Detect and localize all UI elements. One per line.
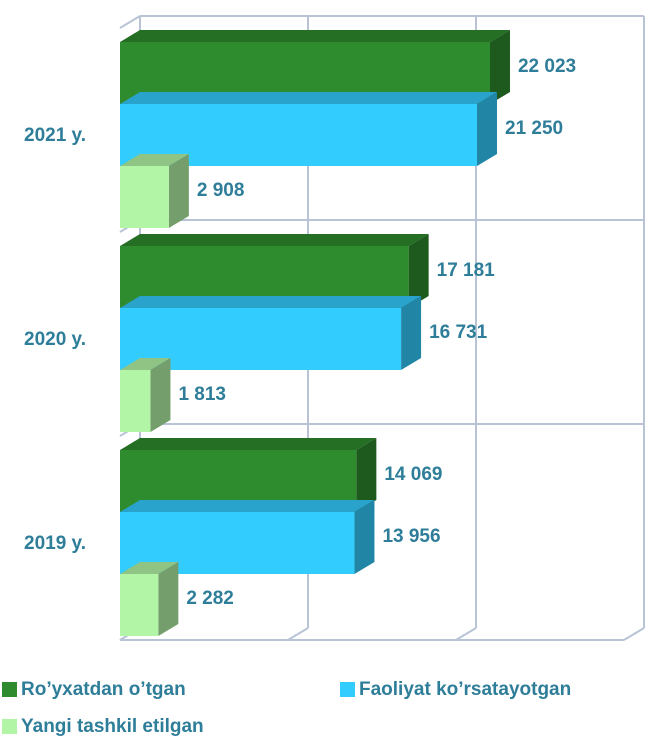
value-label: 1 813 bbox=[178, 384, 226, 405]
value-label: 13 956 bbox=[382, 526, 440, 547]
bar-side bbox=[489, 30, 510, 104]
legend-swatch bbox=[2, 719, 17, 734]
bar bbox=[120, 574, 159, 636]
legend-label: Yangi tashkil etilgan bbox=[21, 716, 204, 737]
bar-top bbox=[120, 296, 422, 308]
grid-line bbox=[455, 627, 477, 641]
bar-top bbox=[120, 438, 377, 450]
category-label: 2020 y. bbox=[24, 329, 86, 350]
bar-side bbox=[354, 500, 375, 574]
bar-side bbox=[477, 92, 497, 166]
legend-label: Faoliyat ko’rsatayotgan bbox=[359, 679, 571, 700]
value-label: 21 250 bbox=[505, 118, 563, 139]
bar bbox=[120, 370, 151, 432]
bar-side bbox=[408, 234, 429, 308]
legend-swatch bbox=[2, 682, 17, 697]
value-label: 16 731 bbox=[429, 322, 488, 343]
value-label: 17 181 bbox=[437, 260, 496, 281]
bar-side bbox=[158, 562, 179, 636]
bar-top bbox=[120, 500, 375, 512]
wall-edge bbox=[119, 15, 141, 29]
value-label: 2 908 bbox=[197, 180, 245, 201]
bar-side bbox=[168, 154, 189, 228]
value-label: 2 282 bbox=[186, 588, 234, 609]
category-label: 2021 y. bbox=[24, 125, 86, 146]
legend-label: Ro’yxatdan o’tgan bbox=[21, 679, 186, 700]
grid-line bbox=[623, 627, 645, 641]
bar-side bbox=[401, 296, 422, 370]
value-label: 22 023 bbox=[518, 56, 576, 77]
value-label: 14 069 bbox=[384, 464, 442, 485]
bar-side bbox=[150, 358, 171, 432]
bar-top bbox=[120, 30, 510, 42]
legend-swatch bbox=[340, 682, 355, 697]
bar-top bbox=[120, 234, 429, 246]
bar-top bbox=[120, 92, 497, 104]
grid-line bbox=[287, 627, 309, 641]
bar-top bbox=[120, 154, 189, 166]
bar-top bbox=[120, 358, 171, 370]
category-label: 2019 y. bbox=[24, 533, 86, 554]
bar bbox=[120, 166, 169, 228]
bar-top bbox=[120, 562, 179, 574]
bar-side bbox=[356, 438, 377, 512]
